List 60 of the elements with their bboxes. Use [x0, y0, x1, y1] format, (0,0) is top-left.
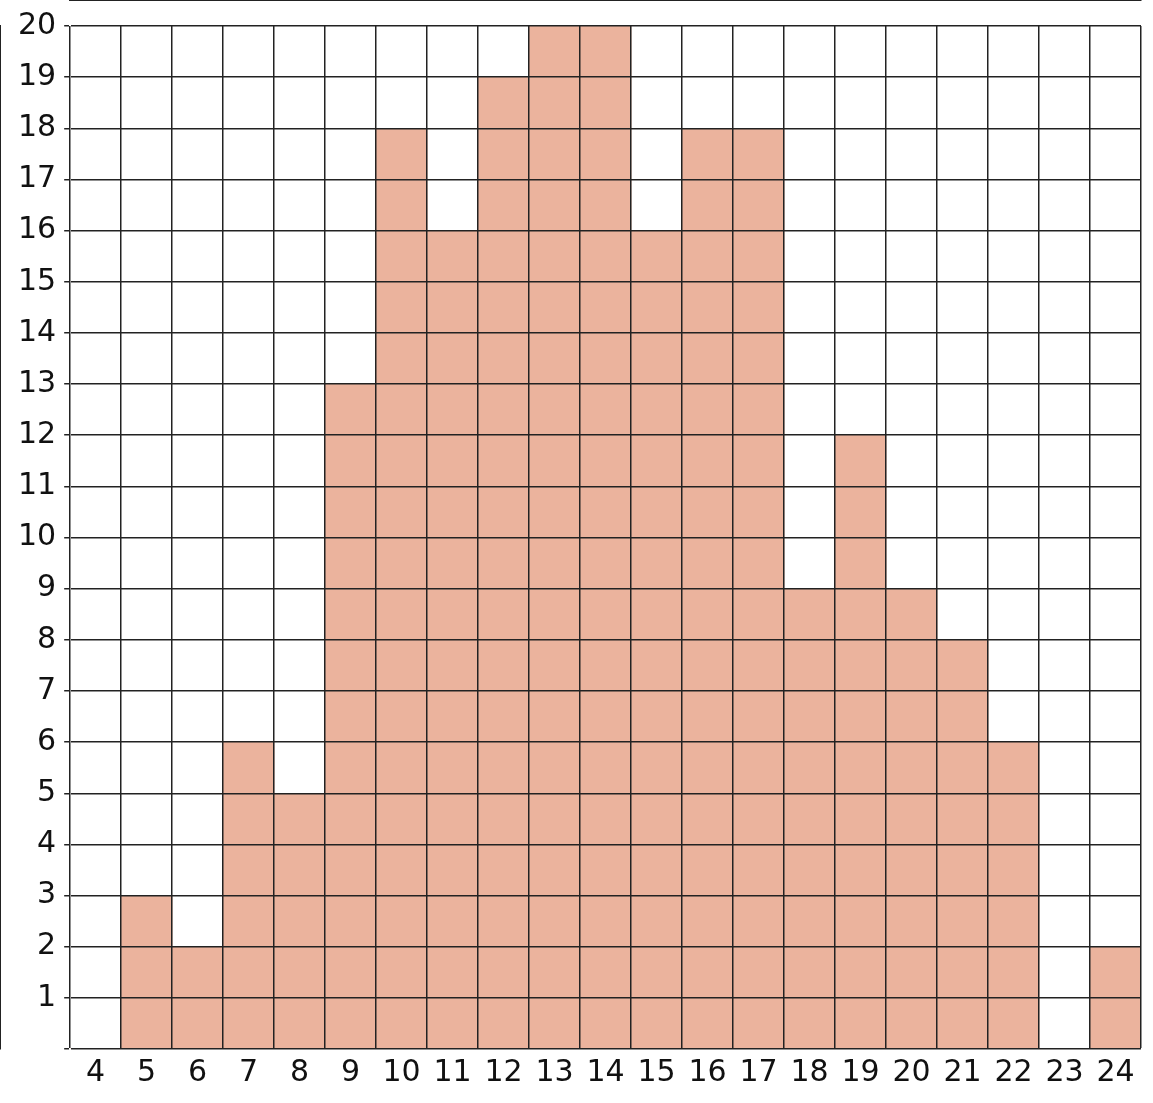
bar	[783, 588, 836, 1049]
bar	[681, 127, 734, 1049]
y-tick-label: 11	[17, 466, 57, 502]
x-tick-label: 23	[1045, 1052, 1084, 1088]
x-tick-label: 19	[841, 1052, 880, 1088]
bar	[477, 76, 530, 1049]
y-tick-label: 13	[17, 363, 57, 399]
y-tick-label: 16	[17, 210, 57, 246]
y-tick-label: 12	[17, 415, 57, 450]
x-tick-label: 11	[433, 1052, 472, 1088]
y-tick-label: 1	[37, 977, 57, 1013]
x-tick-label: 21	[943, 1052, 982, 1088]
y-tick-label: 8	[37, 619, 57, 655]
y-tick-label: 15	[17, 261, 57, 297]
bar	[885, 588, 938, 1049]
x-tick-label: 22	[994, 1052, 1033, 1088]
y-tick-label: 20	[17, 5, 57, 41]
bar	[375, 127, 428, 1049]
x-tick-label: 13	[535, 1052, 574, 1088]
bar	[528, 26, 581, 1049]
x-tick-label: 20	[892, 1052, 931, 1088]
y-tick-label: 5	[37, 773, 57, 809]
x-tick-label: 9	[341, 1052, 361, 1088]
x-tick-label: 17	[739, 1052, 778, 1088]
bar	[987, 741, 1040, 1049]
x-tick-label: 6	[188, 1052, 208, 1088]
y-tick-label: 3	[37, 875, 57, 911]
bar	[324, 383, 377, 1049]
x-tick-label: 10	[382, 1052, 421, 1088]
y-tick-label: 18	[17, 108, 57, 144]
y-tick-label: 6	[37, 721, 57, 757]
y-tick-label: 17	[17, 159, 57, 195]
bar	[732, 127, 785, 1049]
x-tick-label: 24	[1096, 1052, 1135, 1088]
x-tick-label: 15	[637, 1052, 676, 1088]
x-tick-label: 18	[790, 1052, 829, 1088]
bar	[579, 26, 632, 1049]
y-tick-label: 14	[17, 312, 57, 348]
y-tick-label: 7	[37, 670, 57, 706]
y-tick-label: 10	[17, 517, 57, 553]
y-tick-label: 2	[37, 926, 57, 962]
bar	[630, 230, 683, 1049]
x-tick-label: 16	[688, 1052, 727, 1088]
x-tick-label: 5	[137, 1052, 157, 1088]
bar	[426, 230, 479, 1049]
bar	[834, 434, 887, 1049]
bar	[120, 895, 173, 1049]
y-tick-label: 4	[37, 824, 57, 860]
x-tick-label: 12	[484, 1052, 523, 1088]
bar	[222, 741, 275, 1049]
bar	[273, 792, 326, 1049]
x-tick-label: 14	[586, 1052, 625, 1088]
x-tick-label: 7	[239, 1052, 259, 1088]
x-tick-label: 4	[86, 1052, 106, 1088]
bar	[936, 639, 989, 1049]
bar	[171, 946, 224, 1049]
bar	[1089, 946, 1141, 1049]
y-tick-label: 9	[37, 568, 57, 604]
x-tick-label: 8	[290, 1052, 310, 1088]
y-tick-label: 19	[17, 56, 57, 92]
